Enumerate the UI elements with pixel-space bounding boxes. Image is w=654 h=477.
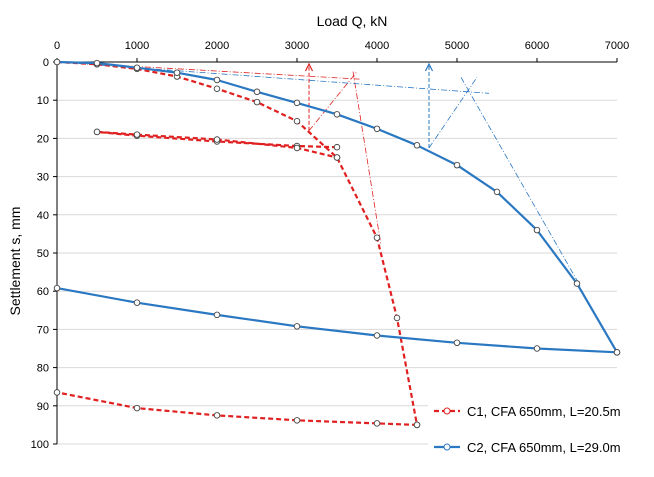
series-1-point xyxy=(373,234,381,241)
y-tick-label: 80 xyxy=(37,363,49,375)
c2-arrow-head xyxy=(424,62,434,72)
series-2-point xyxy=(333,111,341,118)
c1-tangent-initial-line xyxy=(56,61,362,80)
series-1-point xyxy=(213,85,221,92)
series-layer xyxy=(53,58,621,429)
c1-tangent-final-line xyxy=(352,71,382,246)
series-2-point xyxy=(93,59,101,67)
series-1-point xyxy=(413,421,421,429)
series-2-point xyxy=(253,88,261,96)
series-1-unloading-line xyxy=(56,391,418,426)
series-1-point xyxy=(333,154,341,161)
legend: C1, CFA 650mm, L=20.5m C2, CFA 650mm, L=… xyxy=(428,396,650,462)
series-1-point xyxy=(213,412,221,419)
series-2-point xyxy=(613,349,621,356)
series-2-point xyxy=(373,125,381,133)
series-2-point xyxy=(133,299,141,306)
series-1-point xyxy=(53,389,61,396)
series-2-point xyxy=(173,69,181,76)
c2-tangent-initial-line xyxy=(56,61,490,94)
x-tick-label: 2000 xyxy=(205,40,229,52)
x-tick-label: 7000 xyxy=(605,40,629,52)
series-2-point xyxy=(293,323,301,330)
legend-c2-label: C2, CFA 650mm, L=29.0m xyxy=(467,440,621,455)
series-2-point xyxy=(533,345,541,352)
series-1-point xyxy=(333,143,341,151)
series-1-point xyxy=(293,417,301,424)
c1-arrow-head xyxy=(304,62,314,72)
y-tick-label: 10 xyxy=(37,95,49,107)
series-2-unloading-line xyxy=(56,287,618,354)
series-1-point xyxy=(373,420,381,427)
series-1-point xyxy=(293,144,301,152)
x-tick-label: 1000 xyxy=(125,40,149,52)
x-tick-label: 5000 xyxy=(445,40,469,52)
series-2-point xyxy=(53,58,61,66)
c2-tangent-final-line xyxy=(460,77,582,288)
y-tick-label: 20 xyxy=(37,133,49,145)
series-1-point xyxy=(393,314,401,322)
series-2-point xyxy=(213,311,221,319)
series-1-point xyxy=(93,128,101,136)
x-tick-label: 6000 xyxy=(525,40,549,52)
x-tick-label: 0 xyxy=(54,40,60,52)
y-tick-label: 70 xyxy=(37,324,49,336)
y-tick-label: 50 xyxy=(37,248,49,260)
series-1-point xyxy=(133,404,141,412)
construction-lines xyxy=(56,61,582,288)
y-tick-label: 40 xyxy=(37,210,49,222)
y-axis-title: Settlement s, mm xyxy=(7,207,23,316)
series-2 xyxy=(53,58,621,356)
series-1-point xyxy=(133,131,141,138)
y-tick-label: 90 xyxy=(37,401,49,413)
series-2-point xyxy=(213,76,221,84)
y-tick-label: 30 xyxy=(37,172,49,184)
series-2-point xyxy=(533,226,541,234)
x-tick-label: 3000 xyxy=(285,40,309,52)
series-1-point xyxy=(213,136,221,143)
series-2-point xyxy=(493,188,501,196)
series-1-loading-line xyxy=(56,60,419,426)
x-axis-title: Load Q, kN xyxy=(317,13,388,29)
y-tick-label: 0 xyxy=(43,57,49,69)
y-tick-label: 100 xyxy=(31,439,49,451)
y-tick-label: 60 xyxy=(37,286,49,298)
series-1-point xyxy=(253,98,261,106)
series-2-point xyxy=(53,284,61,292)
legend-c1-marker xyxy=(443,407,451,415)
series-2-point xyxy=(293,99,301,107)
series-2-point xyxy=(373,332,381,339)
c2-projection-line xyxy=(428,77,478,149)
series-2-point xyxy=(573,280,581,287)
legend-c2-marker xyxy=(443,443,451,451)
series-1-point xyxy=(293,117,301,125)
series-2-point xyxy=(413,142,421,149)
series-2-point xyxy=(133,64,141,71)
series-2-point xyxy=(453,339,461,347)
x-tick-label: 4000 xyxy=(365,40,389,52)
legend-c1-label: C1, CFA 650mm, L=20.5m xyxy=(467,404,621,419)
c1-projection-line xyxy=(308,71,358,132)
legend-box xyxy=(428,396,650,462)
series-2-point xyxy=(453,161,461,169)
